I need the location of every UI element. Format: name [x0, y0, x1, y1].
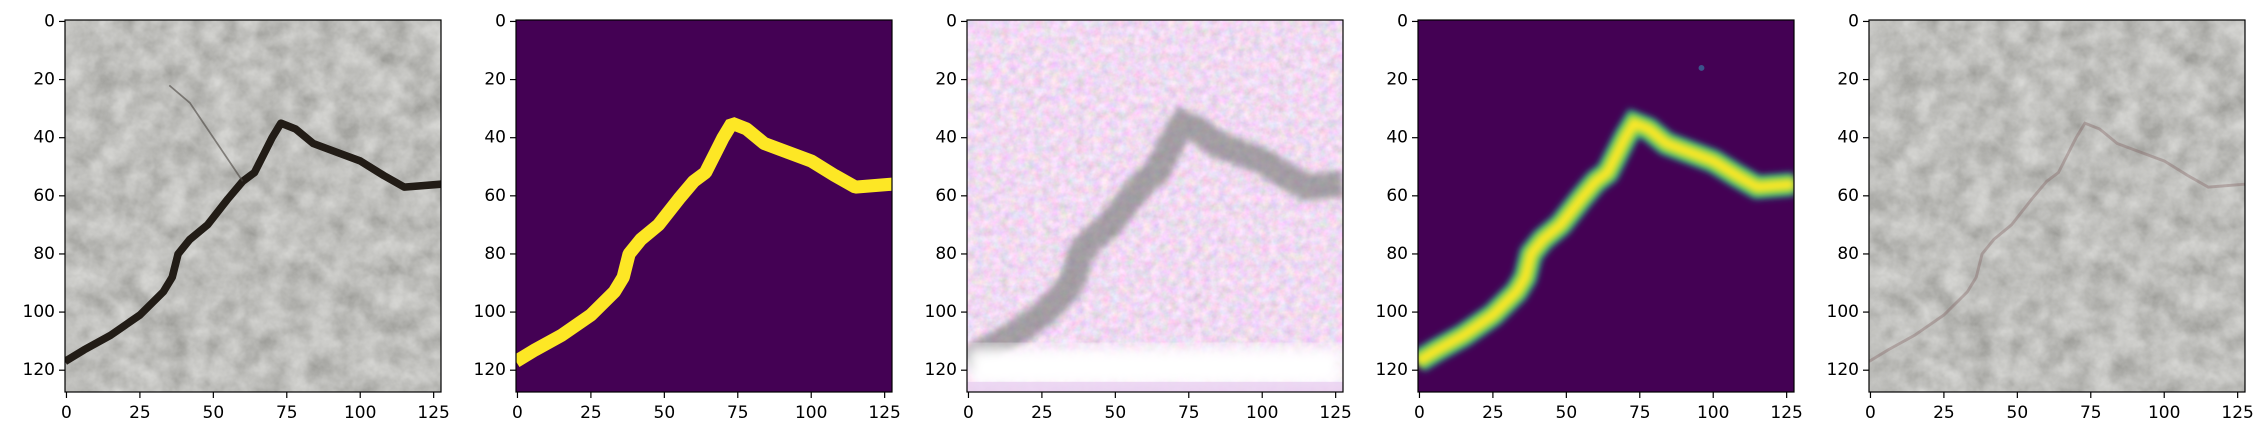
y-tick-label: 0 [946, 11, 957, 31]
y-tick-label: 20 [33, 70, 55, 90]
y-tick-label: 120 [474, 360, 506, 380]
y-tick-label: 100 [474, 302, 506, 322]
y-tick-label: 20 [1386, 70, 1408, 90]
background [516, 20, 892, 392]
y-tick-label: 80 [484, 244, 506, 264]
axes-frame [966, 19, 1344, 393]
y-tick-label: 40 [935, 128, 957, 148]
y-tick-label: 80 [1386, 244, 1408, 264]
speck [1698, 65, 1705, 71]
crack [65, 119, 441, 365]
axes-frame [64, 19, 442, 393]
edge [967, 381, 1343, 392]
crack [1869, 121, 2245, 363]
x-tick-label: 0 [1414, 403, 1425, 423]
x-tick-label: 25 [1933, 403, 1955, 423]
y-tick-label: 40 [484, 128, 506, 148]
x-tick-label: 50 [2007, 403, 2029, 423]
x-tick-label: 125 [417, 403, 449, 423]
y-tick-label: 20 [484, 70, 506, 90]
y-tick-label: 20 [935, 70, 957, 90]
x-tick-label: 0 [1865, 403, 1876, 423]
x-tick-label: 50 [203, 403, 225, 423]
x-tick-label: 0 [963, 403, 974, 423]
y-tick-label: 60 [1837, 186, 1859, 206]
x-tick-label: 75 [276, 403, 298, 423]
texture [1869, 20, 2245, 392]
x-tick-label: 75 [727, 403, 749, 423]
y-tick-label: 0 [1848, 11, 1859, 31]
axes-frame [1868, 19, 2246, 393]
image [967, 20, 1343, 392]
x-tick-label: 50 [1105, 403, 1127, 423]
y-tick-label: 120 [1376, 360, 1408, 380]
y-tick-label: 0 [1397, 11, 1408, 31]
panel: 0 25 50 75 100 125 0 20 40 60 80 100 120 [1827, 11, 2254, 423]
image [516, 20, 892, 392]
x-tick-label: 75 [1178, 403, 1200, 423]
image [65, 20, 441, 392]
x-tick-label: 75 [1629, 403, 1651, 423]
x-tick-label: 100 [2148, 403, 2180, 423]
mask [1418, 116, 1794, 366]
y-tick-label: 60 [935, 186, 957, 206]
mask [516, 117, 892, 368]
x-tick-label: 50 [1556, 403, 1578, 423]
y-tick-label: 100 [1376, 302, 1408, 322]
crack [168, 84, 244, 182]
x-tick-label: 25 [1482, 403, 1504, 423]
x-tick-label: 25 [1031, 403, 1053, 423]
panel: 0 25 50 75 100 125 0 20 40 60 80 100 120 [474, 11, 901, 423]
x-tick-label: 100 [1697, 403, 1729, 423]
y-tick-label: 40 [33, 128, 55, 148]
glare [967, 346, 1343, 388]
y-tick-label: 20 [1837, 70, 1859, 90]
texture [65, 20, 441, 392]
y-tick-label: 120 [23, 360, 55, 380]
axes-frame [1417, 19, 1795, 393]
y-tick-label: 60 [33, 186, 55, 206]
y-tick-label: 100 [1827, 302, 1859, 322]
y-tick-label: 80 [1837, 244, 1859, 264]
x-tick-label: 125 [868, 403, 900, 423]
x-tick-label: 25 [580, 403, 602, 423]
x-tick-label: 0 [512, 403, 523, 423]
x-tick-label: 75 [2080, 403, 2102, 423]
y-tick-label: 0 [44, 11, 55, 31]
x-tick-label: 100 [1246, 403, 1278, 423]
y-tick-label: 40 [1837, 128, 1859, 148]
x-tick-label: 125 [2221, 403, 2253, 423]
y-tick-label: 120 [925, 360, 957, 380]
y-tick-label: 40 [1386, 128, 1408, 148]
y-tick-label: 120 [1827, 360, 1859, 380]
x-tick-label: 25 [129, 403, 151, 423]
x-tick-label: 100 [795, 403, 827, 423]
crack [967, 106, 1343, 373]
y-tick-label: 60 [484, 186, 506, 206]
panel: 0 25 50 75 100 125 0 20 40 60 80 100 120 [1376, 11, 1803, 423]
x-tick-label: 125 [1770, 403, 1802, 423]
y-tick-label: 100 [925, 302, 957, 322]
y-tick-label: 80 [935, 244, 957, 264]
axes-frame [515, 19, 893, 393]
y-tick-label: 80 [33, 244, 55, 264]
y-tick-label: 100 [23, 302, 55, 322]
panel: 0 25 50 75 100 125 0 20 40 60 80 100 120 [925, 11, 1352, 423]
x-tick-label: 100 [344, 403, 376, 423]
panel: 0 25 50 75 100 125 0 20 40 60 80 100 120 [23, 11, 450, 423]
x-tick-label: 0 [61, 403, 72, 423]
y-tick-label: 60 [1386, 186, 1408, 206]
y-tick-label: 0 [495, 11, 506, 31]
x-tick-label: 50 [654, 403, 676, 423]
image [1869, 20, 2245, 392]
image [1418, 20, 1794, 392]
x-tick-label: 125 [1319, 403, 1351, 423]
